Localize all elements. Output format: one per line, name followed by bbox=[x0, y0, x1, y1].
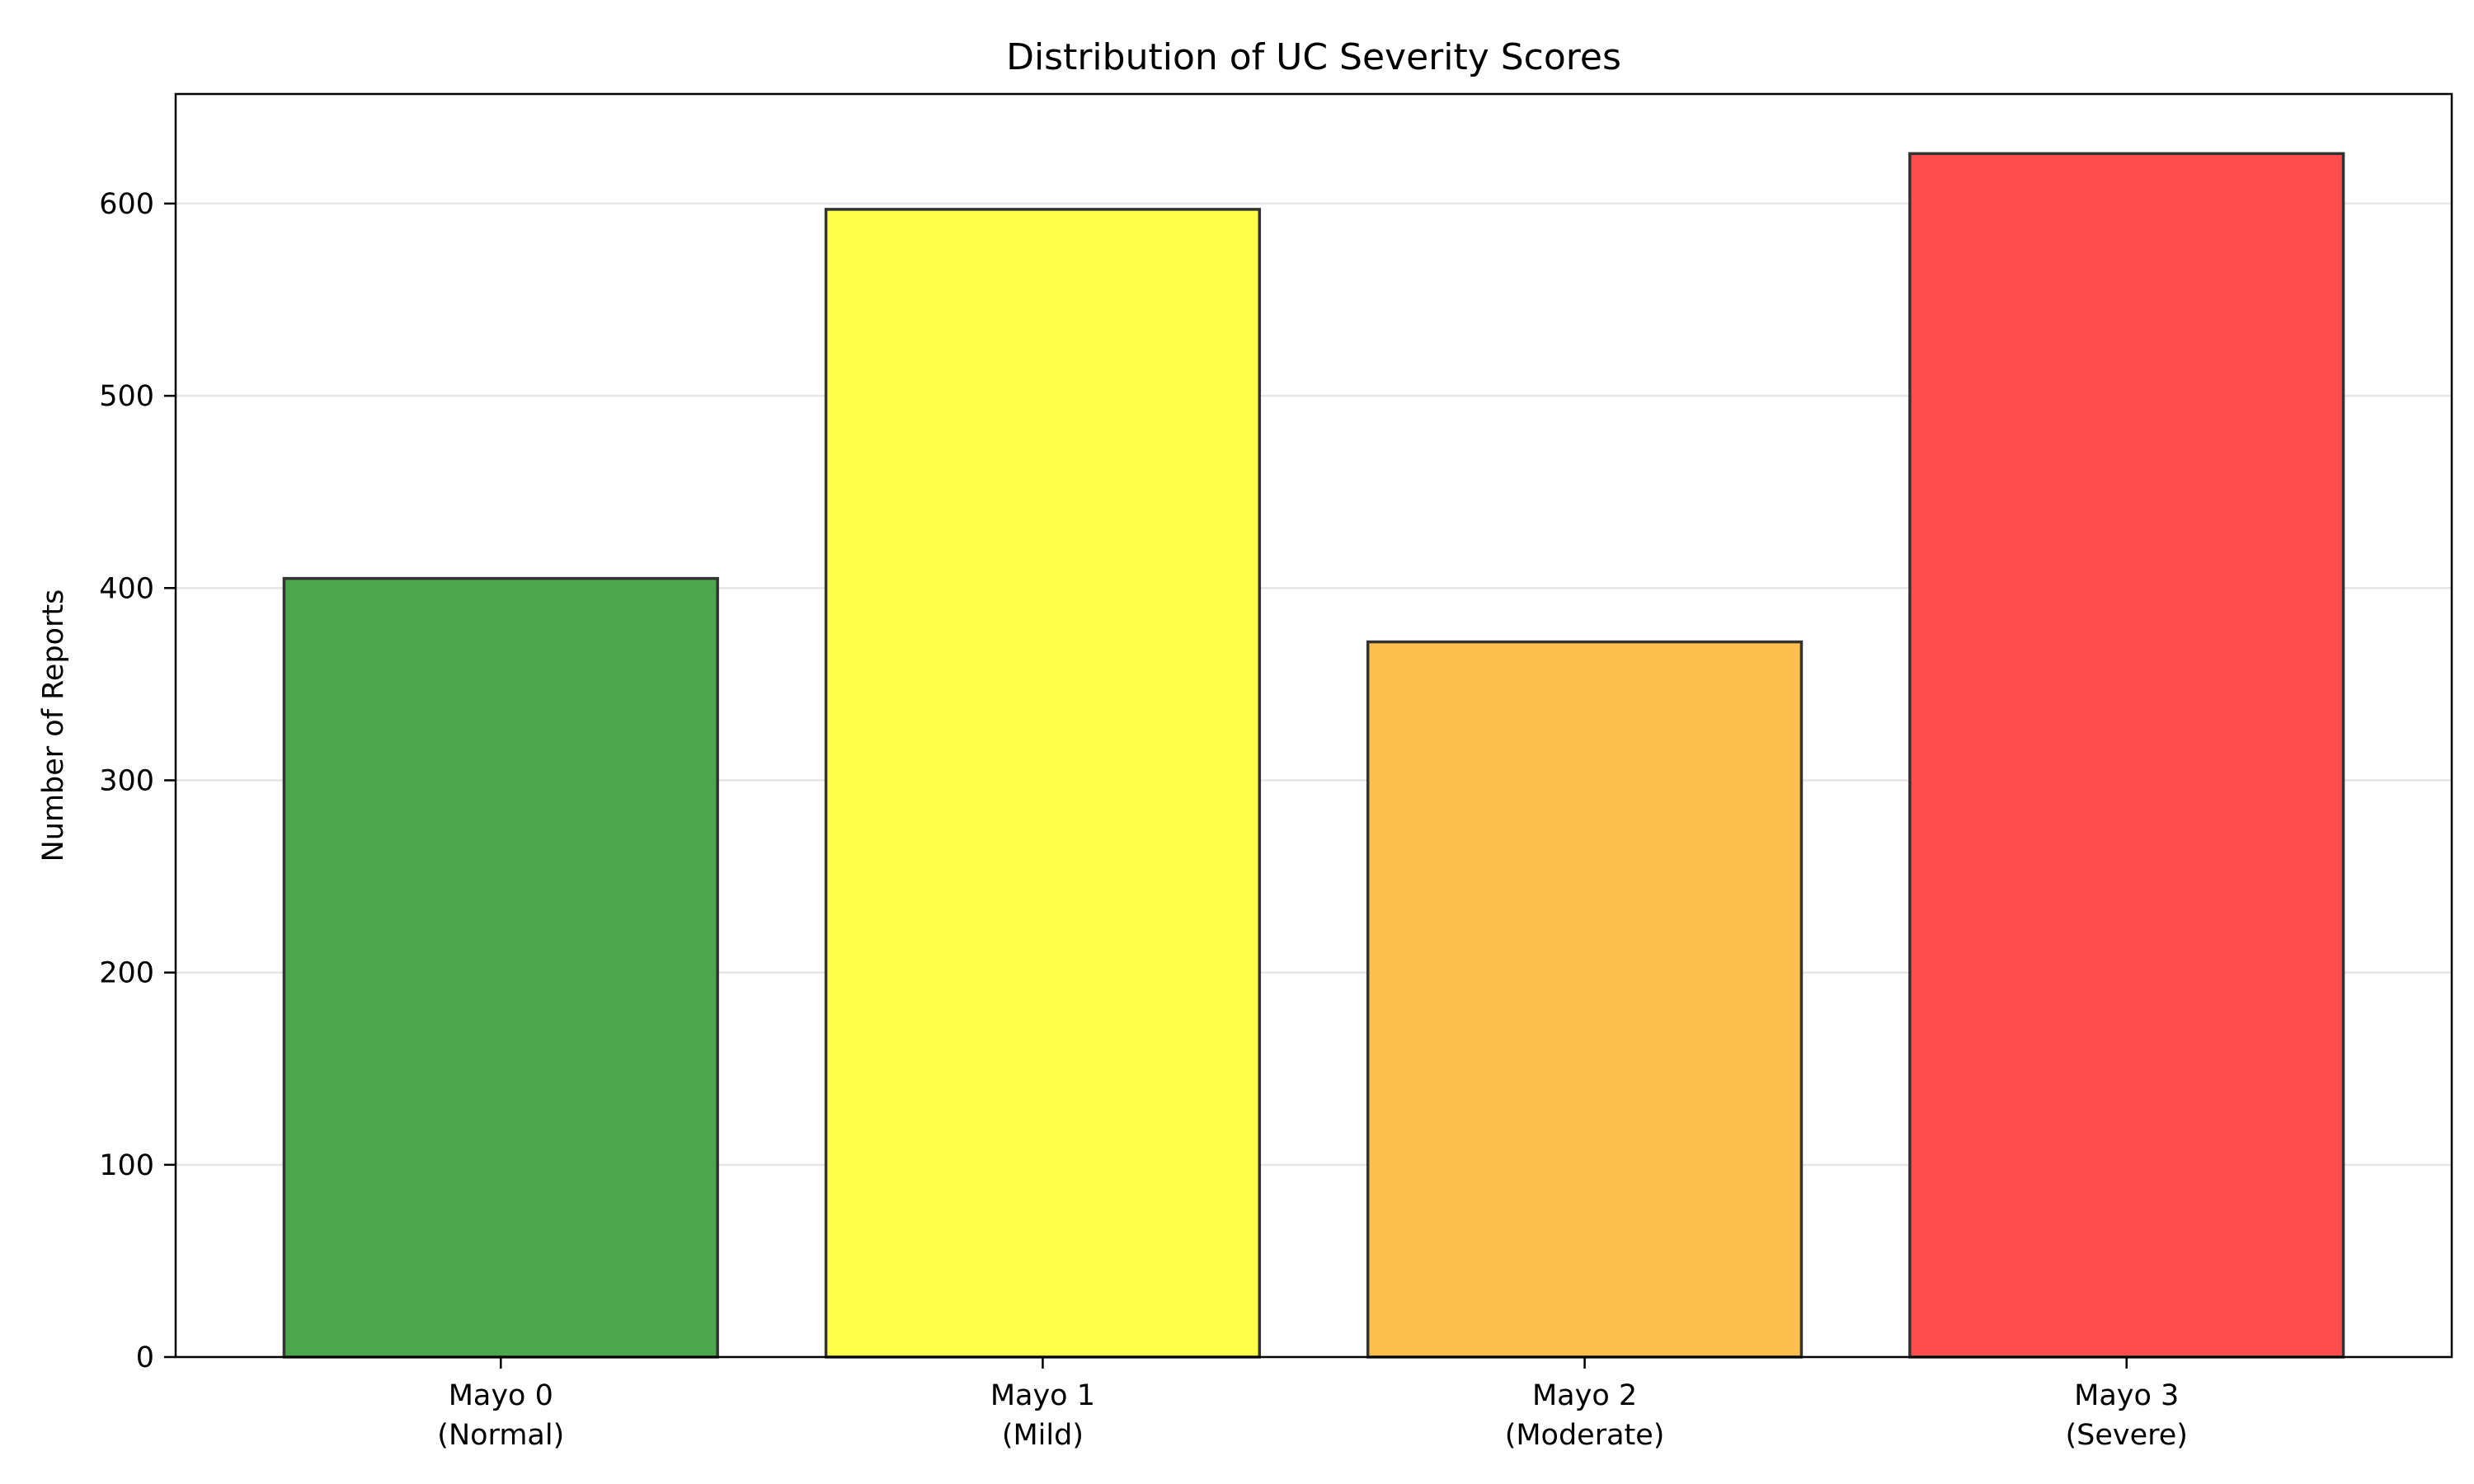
x-tick-label: Mayo 2 (Moderate) bbox=[1505, 1379, 1665, 1452]
bar-1 bbox=[824, 208, 1262, 1359]
y-tick-label: 200 bbox=[99, 957, 154, 990]
y-tick-label: 300 bbox=[99, 764, 154, 797]
y-tick-label: 500 bbox=[99, 380, 154, 413]
x-tick-label: Mayo 3 (Severe) bbox=[2065, 1379, 2187, 1452]
bar-0 bbox=[282, 576, 719, 1359]
y-tick-label: 400 bbox=[99, 572, 154, 605]
plot-frame bbox=[174, 92, 2453, 1359]
y-axis-label: Number of Reports bbox=[37, 589, 70, 862]
bar-3 bbox=[1908, 152, 2345, 1359]
chart-title: Distribution of UC Severity Scores bbox=[1006, 36, 1621, 78]
x-axis-ticks: Mayo 0 (Normal) Mayo 1 (Mild) Mayo 2 (Moderat… bbox=[437, 1357, 2188, 1452]
y-tick-label: 100 bbox=[99, 1149, 154, 1182]
y-tick-label: 0 bbox=[136, 1341, 154, 1374]
x-tick-label: Mayo 0 (Normal) bbox=[437, 1379, 564, 1452]
x-tick-label: Mayo 1 (Mild) bbox=[990, 1379, 1095, 1452]
y-axis-ticks: 0 100 200 300 400 500 600 bbox=[99, 188, 176, 1374]
y-tick-label: 600 bbox=[99, 188, 154, 221]
bars bbox=[282, 152, 2345, 1359]
bar-2 bbox=[1366, 640, 1804, 1359]
